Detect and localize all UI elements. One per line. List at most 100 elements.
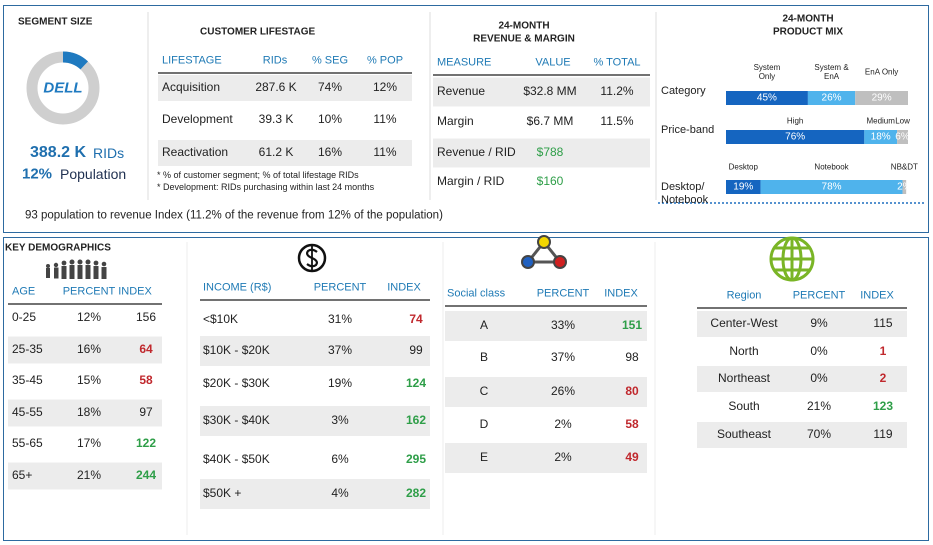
segment-label: 76% bbox=[785, 131, 806, 143]
cell: 244 bbox=[135, 468, 157, 483]
cell: 9% bbox=[810, 316, 828, 331]
cell: C bbox=[479, 384, 489, 399]
section-title: CUSTOMER LIFESTAGE bbox=[200, 26, 316, 38]
section-title: 24-MONTH bbox=[498, 20, 550, 32]
row-band bbox=[200, 479, 430, 509]
cell: 295 bbox=[405, 452, 427, 467]
segment-name: High bbox=[786, 116, 804, 126]
cell: 1 bbox=[879, 344, 887, 359]
cell: B bbox=[479, 350, 489, 365]
cell: <$10K bbox=[203, 312, 239, 327]
cell: $160 bbox=[536, 174, 564, 189]
cell: Revenue bbox=[437, 84, 486, 99]
cell: 26% bbox=[550, 384, 576, 399]
cell: 124 bbox=[405, 376, 427, 391]
cell: 282 bbox=[405, 486, 427, 501]
cell: 11.2% bbox=[600, 84, 634, 99]
row-band bbox=[433, 138, 650, 168]
column-header: PERCENT bbox=[62, 285, 116, 298]
cell: 21% bbox=[806, 399, 832, 414]
mix-segment bbox=[726, 91, 808, 105]
mix-segment bbox=[726, 130, 865, 144]
section-title: SEGMENT SIZE bbox=[18, 16, 93, 28]
column-header: % SEG bbox=[311, 54, 349, 67]
note: * Development: RIDs purchasing within la… bbox=[157, 181, 375, 192]
column-header: LIFESTAGE bbox=[162, 54, 222, 67]
cell: 31% bbox=[327, 312, 353, 327]
cell: Margin / RID bbox=[437, 174, 505, 189]
cell: North bbox=[729, 344, 759, 359]
mix-segment bbox=[855, 91, 908, 105]
cell: 123 bbox=[872, 399, 894, 414]
cell: $40K - $50K bbox=[203, 452, 270, 467]
dollar-icon bbox=[297, 243, 327, 273]
section-title: 24-MONTH bbox=[782, 13, 834, 25]
cell: Revenue / RID bbox=[437, 145, 516, 160]
cell: 58 bbox=[139, 373, 153, 388]
cell: 12% bbox=[372, 80, 398, 95]
rids-value: 388.2 K bbox=[30, 143, 87, 161]
column-header: VALUE bbox=[535, 56, 571, 69]
cell: 61.2 K bbox=[258, 145, 294, 160]
cell: 122 bbox=[135, 436, 157, 451]
cell: 55-65 bbox=[12, 436, 43, 451]
segment-name: Notebook bbox=[814, 162, 849, 172]
column-header: AGE bbox=[12, 285, 36, 298]
column-header: INDEX bbox=[860, 289, 894, 302]
section-title: PRODUCT MIX bbox=[773, 26, 843, 38]
cell: 16% bbox=[317, 145, 343, 160]
cell: 21% bbox=[76, 468, 102, 483]
cell: 37% bbox=[550, 350, 576, 365]
cell: $20K - $30K bbox=[203, 376, 270, 391]
cell: 156 bbox=[135, 310, 157, 325]
cell: 19% bbox=[327, 376, 353, 391]
column-header: INCOME (R$) bbox=[203, 281, 272, 294]
column-header: INDEX bbox=[387, 281, 421, 294]
cell: Development bbox=[162, 112, 233, 127]
rids-unit: RIDs bbox=[93, 144, 125, 161]
row-band bbox=[200, 406, 430, 436]
cell: 18% bbox=[76, 405, 102, 420]
segment-name: Desktop bbox=[728, 162, 758, 172]
cell: 15% bbox=[76, 373, 102, 388]
cell: South bbox=[728, 399, 760, 414]
population-value: 12% bbox=[22, 165, 53, 183]
segment-name: Low bbox=[895, 116, 910, 126]
row-band bbox=[8, 399, 162, 427]
column-header: PERCENT bbox=[792, 289, 846, 302]
cell: 287.6 K bbox=[255, 80, 297, 95]
cell: A bbox=[479, 318, 489, 333]
mix-segment bbox=[864, 130, 898, 144]
cell: 119 bbox=[873, 427, 893, 442]
cell: $50K + bbox=[203, 486, 242, 501]
cell: 99 bbox=[409, 343, 423, 358]
column-header: Region bbox=[726, 289, 762, 302]
segment-label: 26% bbox=[821, 92, 842, 104]
population-unit: Population bbox=[60, 165, 127, 182]
top-panel bbox=[3, 5, 929, 233]
footnote: 93 population to revenue Index (11.2% of… bbox=[25, 209, 443, 222]
segment-name: System Only bbox=[753, 62, 781, 81]
cell: 45-55 bbox=[12, 405, 43, 420]
segment-label: 2% bbox=[897, 181, 912, 193]
segment-label: 18% bbox=[870, 131, 891, 143]
cell: 17% bbox=[76, 436, 102, 451]
bottom-panel bbox=[3, 237, 929, 541]
cell: 115 bbox=[873, 316, 893, 331]
cell: 37% bbox=[327, 343, 353, 358]
row-band bbox=[697, 422, 907, 448]
cell: $30K - $40K bbox=[203, 413, 270, 428]
segment-name: EnA Only bbox=[864, 67, 899, 77]
cell: Reactivation bbox=[162, 145, 229, 160]
segment-label: 45% bbox=[756, 92, 777, 104]
cell: 2% bbox=[554, 417, 572, 432]
cell: 16% bbox=[76, 342, 102, 357]
mix-segment bbox=[807, 91, 856, 105]
row-band bbox=[445, 443, 647, 473]
column-header: INDEX bbox=[604, 287, 638, 300]
cell: 3% bbox=[331, 413, 349, 428]
social-icon bbox=[521, 235, 567, 269]
cell: E bbox=[479, 450, 489, 465]
cell: 4% bbox=[331, 486, 349, 501]
segment-name: Medium bbox=[866, 116, 895, 126]
